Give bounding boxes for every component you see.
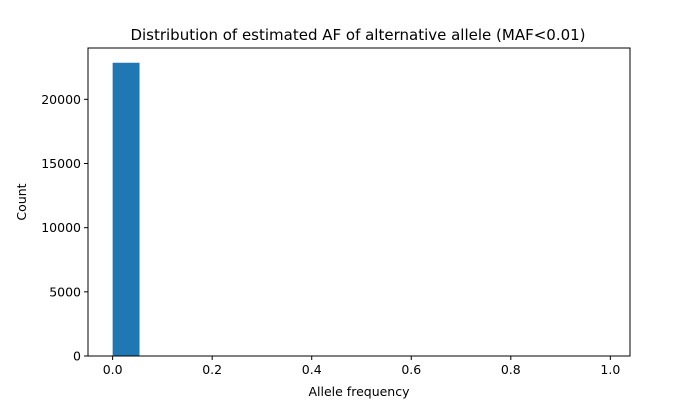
y-tick-label: 0 (73, 349, 81, 364)
x-tick-label: 0.0 (103, 362, 123, 377)
y-tick-label: 15000 (41, 156, 81, 171)
y-axis-label: Count (14, 183, 29, 220)
x-tick-label: 0.4 (302, 362, 322, 377)
chart-title: Distribution of estimated AF of alternat… (130, 26, 585, 44)
y-tick-label: 5000 (49, 284, 81, 299)
y-axis: 0 5000 10000 15000 20000 (41, 92, 88, 364)
x-axis-label: Allele frequency (308, 384, 410, 399)
histogram-bar (112, 62, 140, 357)
x-tick-label: 0.8 (501, 362, 521, 377)
x-tick-label: 0.2 (202, 362, 222, 377)
x-tick-label: 0.6 (401, 362, 421, 377)
bars-group (112, 62, 140, 357)
y-tick-label: 20000 (41, 92, 81, 107)
plot-frame (87, 47, 631, 357)
y-tick-label: 10000 (41, 220, 81, 235)
x-tick-label: 1.0 (600, 362, 620, 377)
x-axis: 0.0 0.2 0.4 0.6 0.8 1.0 (103, 356, 620, 377)
